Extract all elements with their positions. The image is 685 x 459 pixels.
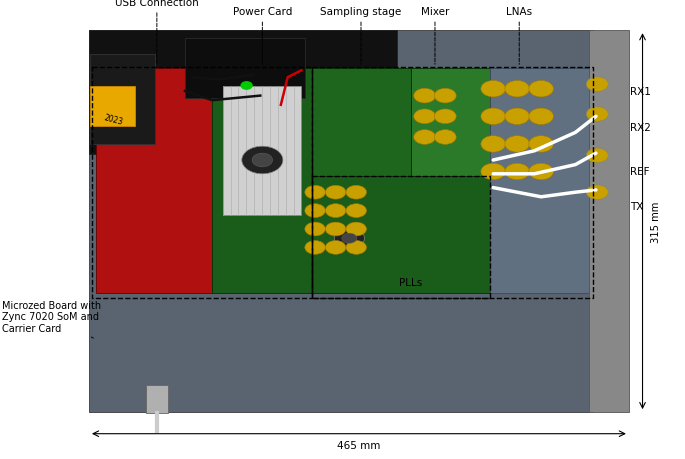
Bar: [223, 87, 301, 216]
Text: REF: REF: [630, 166, 649, 176]
Bar: [212, 69, 312, 294]
Bar: [146, 386, 168, 413]
Bar: [89, 31, 397, 155]
Text: Microzed Board with
Zync 7020 SoM and
Carrier Card: Microzed Board with Zync 7020 SoM and Ca…: [2, 300, 101, 338]
Text: USB Connection: USB Connection: [115, 0, 199, 65]
Circle shape: [586, 185, 608, 200]
Bar: [490, 69, 589, 294]
Bar: [185, 39, 305, 99]
Circle shape: [252, 154, 273, 168]
Text: TX: TX: [630, 202, 644, 212]
Circle shape: [481, 81, 506, 98]
Bar: [312, 177, 490, 294]
Circle shape: [346, 186, 366, 200]
Circle shape: [434, 89, 456, 104]
Text: PLLs: PLLs: [399, 277, 423, 287]
Circle shape: [325, 186, 346, 200]
Circle shape: [325, 241, 346, 255]
Circle shape: [325, 204, 346, 218]
Circle shape: [505, 81, 530, 98]
Circle shape: [305, 241, 325, 255]
Circle shape: [481, 164, 506, 180]
Circle shape: [241, 83, 252, 90]
Circle shape: [586, 78, 608, 92]
Text: Power Card: Power Card: [233, 7, 292, 65]
Circle shape: [586, 107, 608, 122]
Circle shape: [305, 204, 325, 218]
Circle shape: [529, 81, 553, 98]
Bar: [312, 68, 593, 298]
Circle shape: [505, 109, 530, 125]
Text: RX1: RX1: [630, 87, 651, 97]
Circle shape: [505, 164, 530, 180]
Circle shape: [529, 109, 553, 125]
Circle shape: [434, 130, 456, 145]
Circle shape: [529, 164, 553, 180]
Circle shape: [414, 110, 436, 124]
Circle shape: [334, 229, 364, 249]
Circle shape: [505, 136, 530, 153]
Bar: [90, 87, 135, 126]
Text: Sampling stage: Sampling stage: [321, 7, 401, 65]
Circle shape: [586, 149, 608, 163]
Text: 315 mm: 315 mm: [651, 201, 661, 242]
Circle shape: [434, 110, 456, 124]
Bar: [312, 177, 490, 298]
Circle shape: [305, 223, 325, 236]
Circle shape: [346, 241, 366, 255]
Circle shape: [305, 186, 325, 200]
Circle shape: [481, 136, 506, 153]
Bar: [96, 69, 212, 294]
Text: RX2: RX2: [630, 123, 651, 133]
Bar: [89, 31, 593, 412]
Bar: [589, 31, 629, 412]
Bar: [90, 55, 155, 145]
Circle shape: [346, 223, 366, 236]
Circle shape: [529, 136, 553, 153]
Circle shape: [342, 234, 357, 244]
Text: 2023: 2023: [103, 112, 123, 126]
Circle shape: [481, 109, 506, 125]
Circle shape: [325, 223, 346, 236]
Text: LNAs: LNAs: [506, 7, 532, 65]
Circle shape: [346, 204, 366, 218]
Bar: [411, 69, 490, 177]
Text: Mixer: Mixer: [421, 7, 449, 65]
Circle shape: [414, 130, 436, 145]
Bar: [312, 69, 411, 177]
Circle shape: [242, 147, 283, 174]
Text: 465 mm: 465 mm: [337, 440, 381, 450]
Circle shape: [414, 89, 436, 104]
Bar: [92, 68, 312, 298]
